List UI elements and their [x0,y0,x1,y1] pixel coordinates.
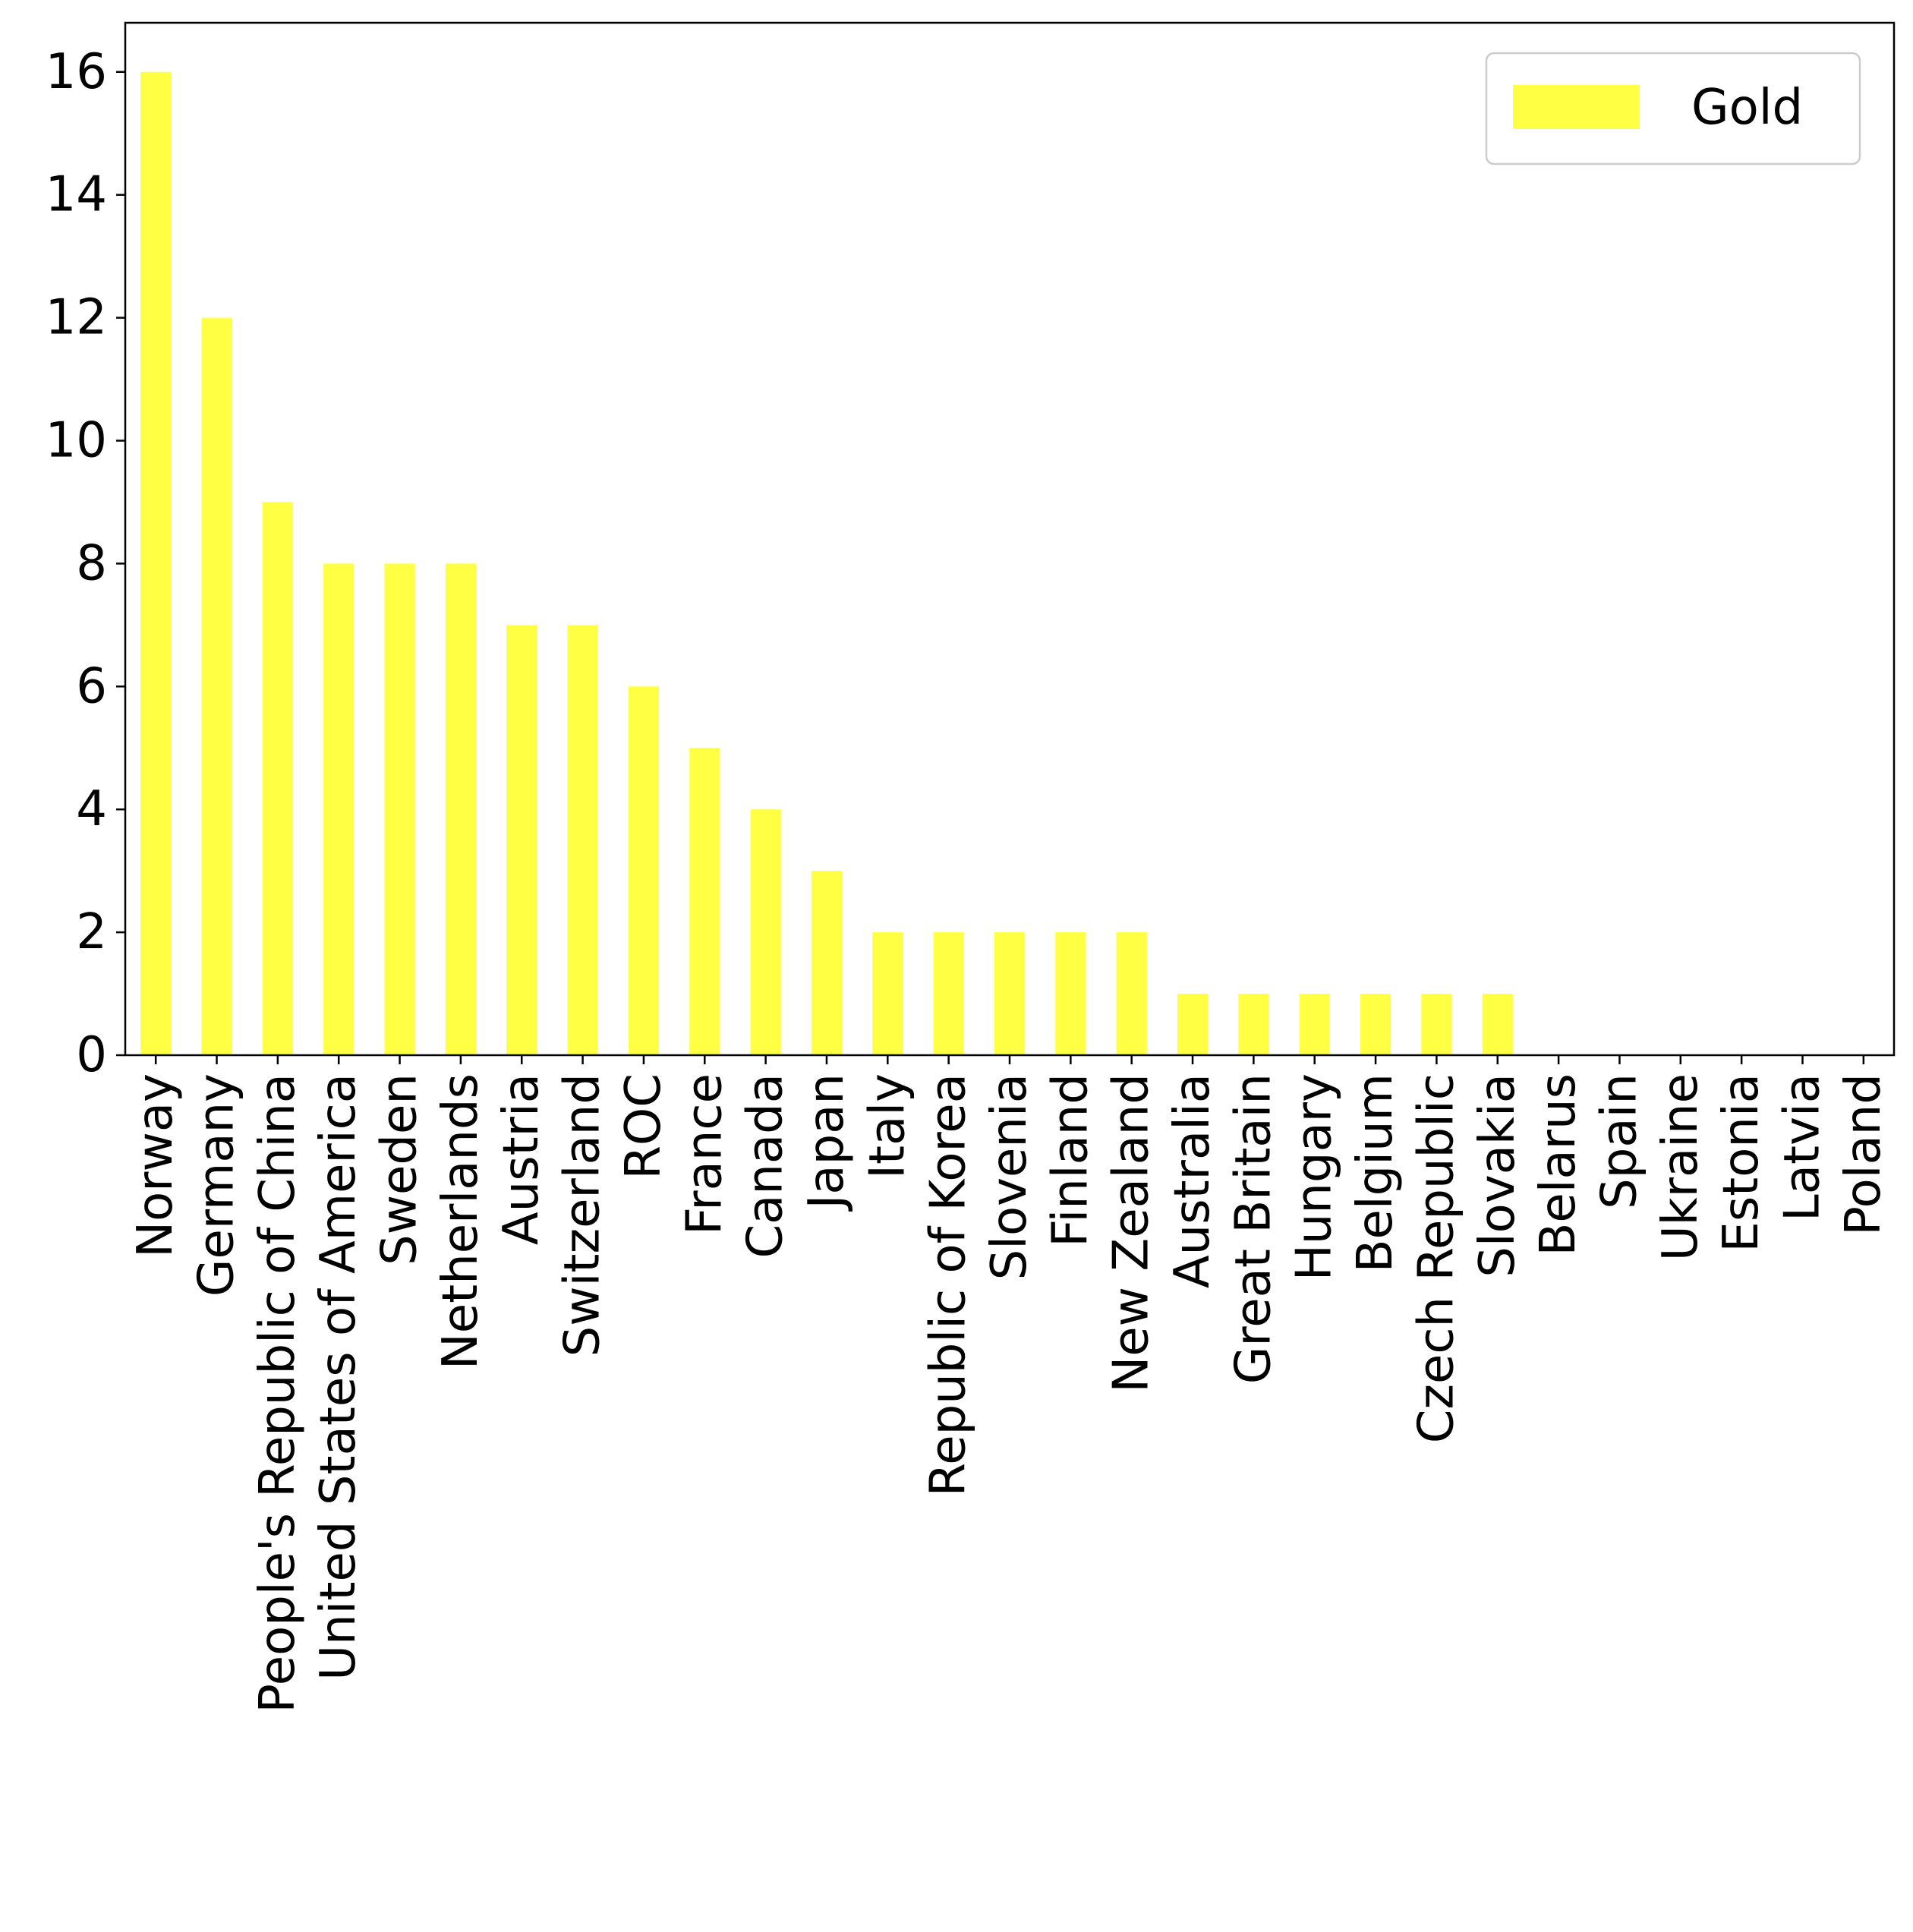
x-tick-label: Australia [1165,1073,1221,1288]
x-tick-label: Austria [493,1073,550,1245]
bar-sweden [384,563,415,1055]
x-tick-label: Poland [1836,1073,1892,1236]
bar-people-s-republic-of-china [262,502,293,1055]
bar-austria [506,625,537,1055]
y-tick-label: 2 [76,904,107,960]
x-tick-label: Latvia [1774,1073,1830,1221]
y-tick-label: 8 [76,535,107,591]
y-tick-label: 4 [76,781,107,837]
bar-germany [201,317,232,1056]
x-tick-label: New Zealand [1104,1073,1160,1393]
x-tick-label: Sweden [372,1073,428,1265]
x-tick-label: People's Republic of China [250,1073,306,1713]
x-tick-label: Switzerland [555,1073,611,1357]
x-tick-label: Belarus [1530,1073,1587,1256]
bar-belgium [1360,994,1391,1055]
bar-slovakia [1482,994,1513,1055]
x-axis: Norway Germany People's Republic of China U… [128,1055,1892,1713]
y-tick-label: 6 [76,658,107,714]
bar-finland [1055,932,1086,1055]
y-tick-label: 16 [46,44,107,100]
y-tick-label: 10 [46,412,107,468]
bar-hungary [1299,994,1330,1055]
x-tick-label: Estonia [1713,1073,1770,1253]
x-tick-label: Great Britain [1225,1073,1281,1384]
x-tick-label: United States of America [310,1073,367,1681]
bar-australia [1177,994,1209,1055]
bar-united-states-of-america [323,563,355,1055]
bar-republic-of-korea [933,932,964,1055]
x-tick-label: Finland [1042,1073,1098,1247]
bar-norway [140,71,172,1055]
bar-japan [811,871,843,1055]
x-tick-label: France [676,1073,733,1235]
bars-group [140,71,1513,1056]
legend: Gold [1485,52,1861,165]
y-tick-label: 12 [46,290,107,346]
bar-netherlands [445,563,476,1055]
x-tick-label: Hungary [1287,1073,1343,1281]
bar-czech-republic [1421,994,1452,1055]
x-tick-label: Netherlands [433,1073,489,1369]
legend-box [1485,52,1861,165]
x-tick-label: Italy [859,1073,916,1179]
x-tick-label: Ukraine [1653,1073,1709,1261]
x-tick-label: Norway [128,1073,184,1258]
legend-label-gold: Gold [1691,80,1803,136]
x-tick-label: Belgium [1347,1073,1404,1272]
x-tick-label: ROC [616,1073,672,1180]
legend-swatch-gold [1513,85,1640,129]
x-tick-label: Slovenia [982,1073,1038,1280]
x-tick-label: Republic of Korea [921,1073,977,1496]
y-tick-label: 14 [46,167,107,223]
y-axis: 0 2 4 6 8 10 12 14 16 [46,44,125,1083]
y-tick-label: 0 [76,1027,107,1083]
bar-france [689,748,720,1055]
bar-italy [872,932,903,1055]
bar-slovenia [994,932,1026,1055]
bar-canada [750,809,781,1055]
x-tick-label: Spain [1591,1073,1647,1209]
bar-great-britain [1238,994,1269,1055]
bar-switzerland [567,625,598,1055]
x-tick-label: Germany [189,1073,245,1297]
x-tick-label: Czech Republic [1408,1073,1464,1443]
bar-new-zealand [1116,932,1147,1055]
x-tick-label: Japan [799,1073,855,1212]
x-tick-label: Slovakia [1470,1073,1526,1278]
plot-frame [124,21,1896,1057]
x-tick-label: Canada [738,1073,794,1259]
bar-roc [628,686,660,1055]
